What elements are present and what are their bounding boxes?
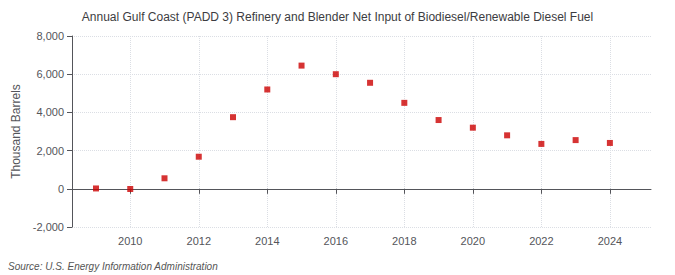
svg-text:-2,000: -2,000	[33, 221, 64, 233]
svg-text:6,000: 6,000	[36, 68, 64, 80]
svg-text:2012: 2012	[187, 235, 211, 247]
svg-text:2010: 2010	[118, 235, 142, 247]
svg-text:2018: 2018	[392, 235, 416, 247]
svg-text:0: 0	[58, 183, 64, 195]
svg-text:Thousand Barrels: Thousand Barrels	[9, 84, 23, 179]
svg-text:2020: 2020	[461, 235, 485, 247]
svg-text:2022: 2022	[529, 235, 553, 247]
svg-text:Source: U.S. Energy Informatio: Source: U.S. Energy Information Administ…	[8, 261, 218, 272]
svg-text:4,000: 4,000	[36, 106, 64, 118]
svg-text:Annual Gulf Coast (PADD 3) Ref: Annual Gulf Coast (PADD 3) Refinery and …	[82, 10, 593, 24]
svg-text:2,000: 2,000	[36, 145, 64, 157]
svg-text:8,000: 8,000	[36, 30, 64, 42]
svg-text:2014: 2014	[255, 235, 279, 247]
svg-text:2016: 2016	[324, 235, 348, 247]
svg-text:2024: 2024	[598, 235, 622, 247]
